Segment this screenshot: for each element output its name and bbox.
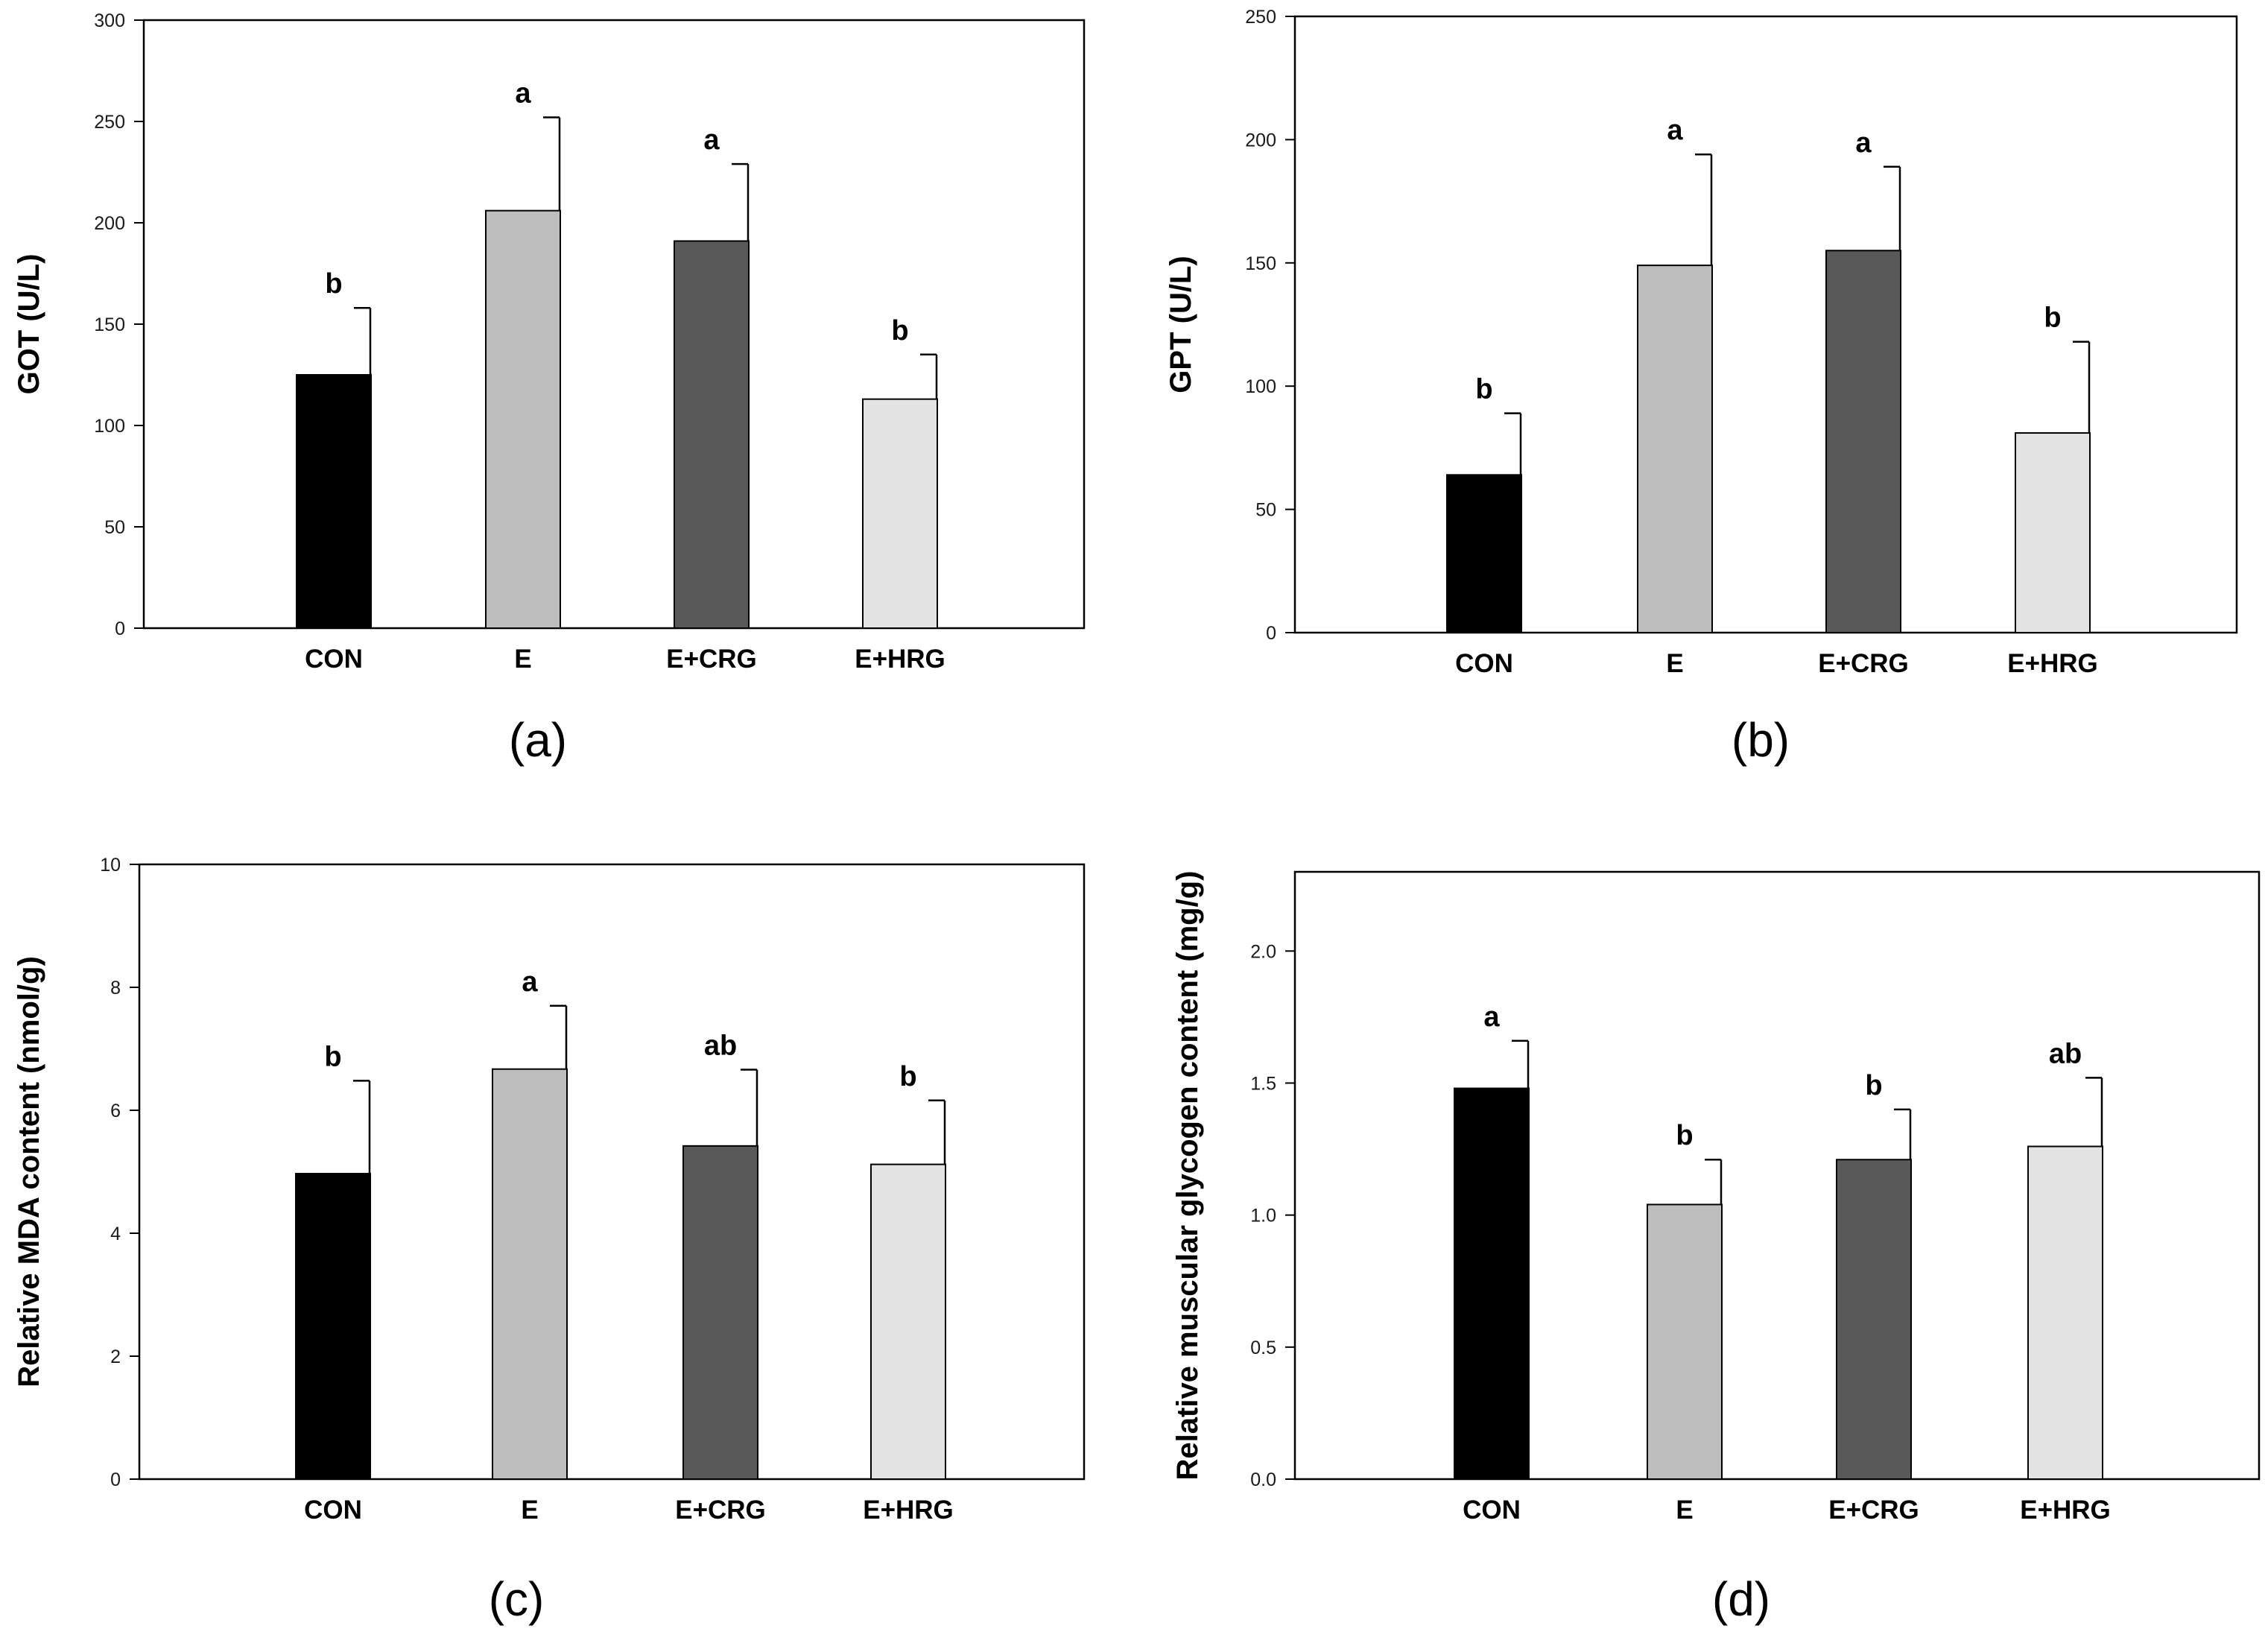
bar-e-plus-crg <box>674 240 750 630</box>
y-axis-title: Relative muscular glycogen content (mg/g… <box>1171 871 1204 1481</box>
bar-e <box>1647 1203 1723 1480</box>
significance-label: b <box>1475 374 1492 405</box>
y-tick-label: 0 <box>115 618 125 639</box>
category-label: E <box>1666 649 1683 678</box>
significance-label: b <box>1676 1120 1693 1151</box>
category-label: E+CRG <box>675 1496 766 1525</box>
y-tick-label: 0.5 <box>1250 1338 1276 1358</box>
significance-label: b <box>324 1041 341 1072</box>
significance-label: a <box>1483 1001 1500 1033</box>
y-tick-label: 150 <box>1245 253 1276 274</box>
category-label: CON <box>1463 1496 1521 1525</box>
bar-e-plus-hrg <box>870 1163 946 1480</box>
chart-panel-b: 0 50 100 150 200 250 GPT (U/L) b CON a Ea E+CRG b E+H… <box>1165 7 2238 767</box>
y-tick-label: 2.0 <box>1250 941 1276 962</box>
plot-frame <box>138 863 1086 1481</box>
y-tick-label: 4 <box>110 1224 121 1244</box>
panel-label: (a) <box>509 713 567 767</box>
category-label: E+HRG <box>2007 649 2098 678</box>
y-tick-label: 2 <box>110 1346 121 1367</box>
bar-con <box>1446 474 1522 634</box>
category-label: E+CRG <box>1818 649 1909 678</box>
significance-label: ab <box>704 1031 737 1062</box>
plot-frame <box>1293 15 2238 634</box>
category-label: E <box>1676 1496 1693 1525</box>
bar-e-plus-crg <box>1836 1159 1912 1480</box>
category-label: E+HRG <box>2020 1496 2111 1525</box>
bar-con <box>295 1172 371 1480</box>
category-label: E+CRG <box>1828 1496 1919 1525</box>
chart-panel-a: 0 50 100 150 200 250 300 GOT (U/L) b CON a Ea E+CRG b… <box>13 10 1086 767</box>
y-tick-label: 10 <box>100 855 121 876</box>
y-tick-label: 250 <box>94 112 125 133</box>
significance-label: b <box>325 268 342 300</box>
significance-label: a <box>522 966 538 998</box>
chart-panel-d: 0.0 0.5 1.0 1.5 2.0 Relative muscular glycoge… <box>1171 870 2261 1626</box>
bar-e-plus-hrg <box>2027 1145 2103 1480</box>
y-tick-label: 1.0 <box>1250 1206 1276 1227</box>
y-tick-label: 0.0 <box>1250 1469 1276 1490</box>
panel-label: (d) <box>1712 1572 1770 1626</box>
bar-e-plus-crg <box>682 1145 758 1480</box>
y-tick-label: 1.5 <box>1250 1073 1276 1094</box>
significance-label: b <box>2044 303 2061 334</box>
significance-label: a <box>1855 127 1872 159</box>
y-tick-label: 50 <box>104 517 125 538</box>
chart-panel-c: 0 2 4 6 8 10 Relative MDA content (nmol/g) b CON… <box>13 855 1086 1626</box>
bar-e <box>1637 265 1713 633</box>
significance-label: b <box>899 1061 916 1092</box>
significance-label: a <box>515 78 531 110</box>
y-tick-label: 100 <box>1245 376 1276 397</box>
y-axis-title: GPT (U/L) <box>1165 256 1197 393</box>
category-label: CON <box>304 1496 362 1525</box>
category-label: E <box>521 1496 538 1525</box>
y-axis-title: GOT (U/L) <box>13 254 45 395</box>
bar-con <box>1454 1087 1530 1480</box>
category-label: CON <box>305 645 363 674</box>
plot-frame <box>142 19 1086 630</box>
significance-label: ab <box>2049 1038 2082 1069</box>
category-label: E <box>514 645 531 674</box>
significance-label: b <box>891 315 908 346</box>
bar-e <box>492 1068 568 1480</box>
y-tick-label: 0 <box>110 1469 121 1490</box>
significance-label: a <box>703 124 720 156</box>
y-tick-label: 250 <box>1245 7 1276 28</box>
significance-label: a <box>1667 115 1683 146</box>
y-tick-label: 200 <box>94 213 125 234</box>
bar-con <box>296 374 372 629</box>
panel-label: (b) <box>1732 713 1790 767</box>
bar-e-plus-crg <box>1825 250 1901 633</box>
category-label: E+HRG <box>855 645 945 674</box>
bar-e-plus-hrg <box>2015 432 2091 633</box>
y-tick-label: 6 <box>110 1101 121 1121</box>
y-tick-label: 50 <box>1255 500 1276 521</box>
y-tick-label: 8 <box>110 978 121 999</box>
y-tick-label: 150 <box>94 314 125 335</box>
y-axis-title: Relative MDA content (nmol/g) <box>13 956 45 1387</box>
category-label: CON <box>1455 649 1513 678</box>
y-tick-label: 0 <box>1266 623 1276 644</box>
plot-frame <box>1293 870 2261 1481</box>
y-tick-label: 200 <box>1245 130 1276 151</box>
y-tick-label: 300 <box>94 10 125 31</box>
panel-label: (c) <box>489 1572 545 1626</box>
significance-label: b <box>1865 1070 1882 1101</box>
category-label: E+CRG <box>666 645 757 674</box>
category-label: E+HRG <box>863 1496 954 1525</box>
y-tick-label: 100 <box>94 416 125 437</box>
bar-e <box>485 209 561 629</box>
bar-e-plus-hrg <box>862 398 938 629</box>
